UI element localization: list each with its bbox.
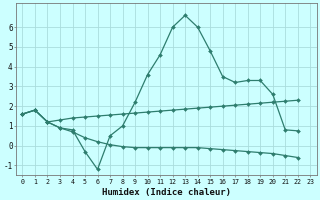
X-axis label: Humidex (Indice chaleur): Humidex (Indice chaleur) <box>102 188 231 197</box>
